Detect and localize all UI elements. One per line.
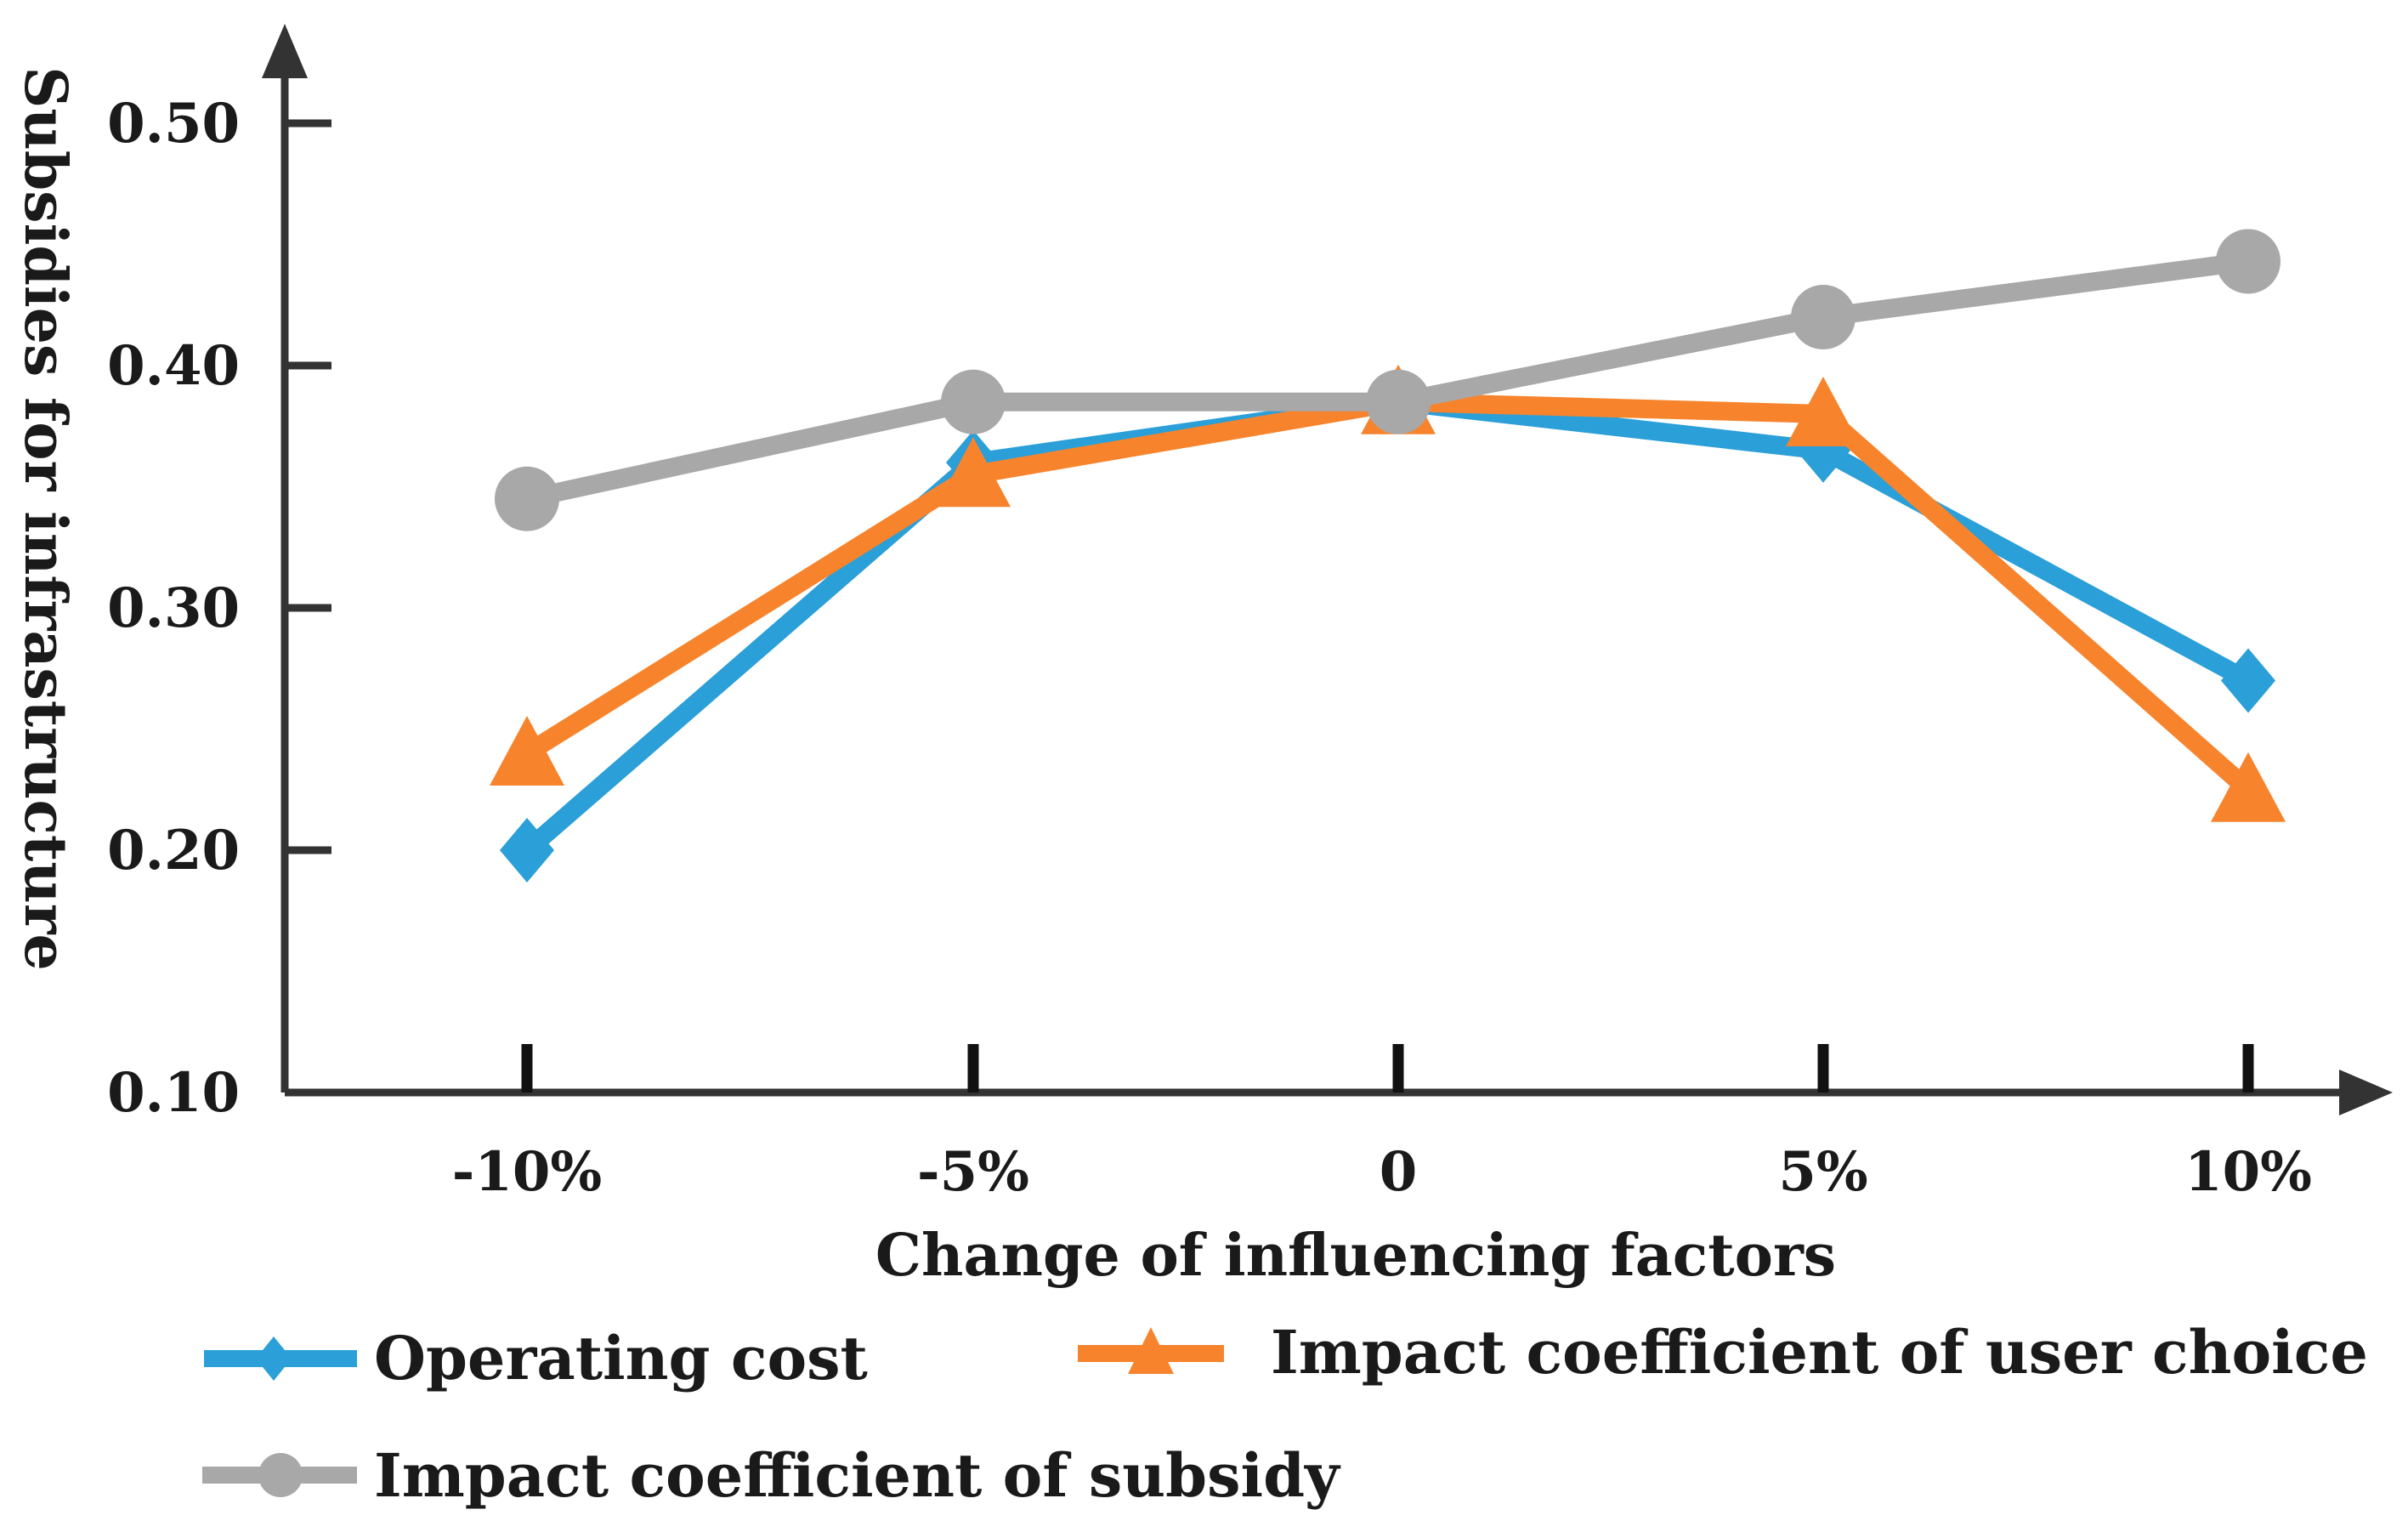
y-tick-label: 0.20	[107, 819, 240, 883]
x-tick-label: 0	[1380, 1140, 1418, 1204]
legend-label: Impact coefficient of user choice	[1271, 1317, 2368, 1388]
data-point-diamond	[500, 818, 554, 883]
series-impact-coefficient-of-user-choice	[490, 364, 2286, 822]
x-tick-label: -10%	[452, 1140, 602, 1204]
y-axis	[262, 24, 308, 1092]
data-point-triangle	[936, 437, 1011, 508]
triangle-marker-icon	[1128, 1327, 1174, 1374]
x-axis	[285, 1070, 2393, 1115]
x-axis-arrow-icon	[2339, 1070, 2393, 1115]
data-point-circle	[495, 466, 559, 531]
legend-item-subsidy: Impact coefficient of subsidy	[202, 1440, 1341, 1511]
x-tick-label: -5%	[917, 1140, 1029, 1204]
data-point-triangle	[2211, 752, 2286, 822]
series-line	[522, 392, 2255, 797]
legend-label: Impact coefficient of subsidy	[374, 1440, 1341, 1511]
legend-item-user-choice: Impact coefficient of user choice	[1078, 1317, 2368, 1388]
legend-item-operating-cost: Operating cost	[204, 1323, 868, 1393]
y-tick-label: 0.50	[107, 92, 240, 156]
data-point-circle	[1791, 285, 1856, 349]
y-tick-label: 0.30	[107, 576, 240, 640]
data-point-diamond	[2221, 648, 2275, 713]
data-point-circle	[1366, 369, 1431, 434]
data-point-circle	[941, 369, 1006, 434]
x-tick-label: 10%	[2184, 1140, 2312, 1204]
circle-marker-icon	[258, 1453, 303, 1497]
legend: Operating cost Impact coefficient of use…	[202, 1317, 2368, 1511]
y-axis-title: Subsidies for infrastructure	[11, 66, 79, 971]
series-impact-coefficient-of-subsidy	[495, 229, 2281, 531]
y-axis-arrow-icon	[262, 24, 308, 78]
data-point-circle	[2216, 229, 2281, 294]
x-axis-title: Change of influencing factors	[875, 1222, 1836, 1290]
data-point-triangle	[1786, 377, 1861, 446]
series-line	[520, 392, 2253, 858]
y-tick-label: 0.10	[107, 1061, 240, 1125]
y-tick-label: 0.40	[107, 334, 240, 398]
x-tick-label: 5%	[1778, 1140, 1867, 1204]
data-point-triangle	[490, 716, 564, 786]
legend-label: Operating cost	[374, 1323, 868, 1393]
diamond-marker-icon	[256, 1337, 292, 1381]
